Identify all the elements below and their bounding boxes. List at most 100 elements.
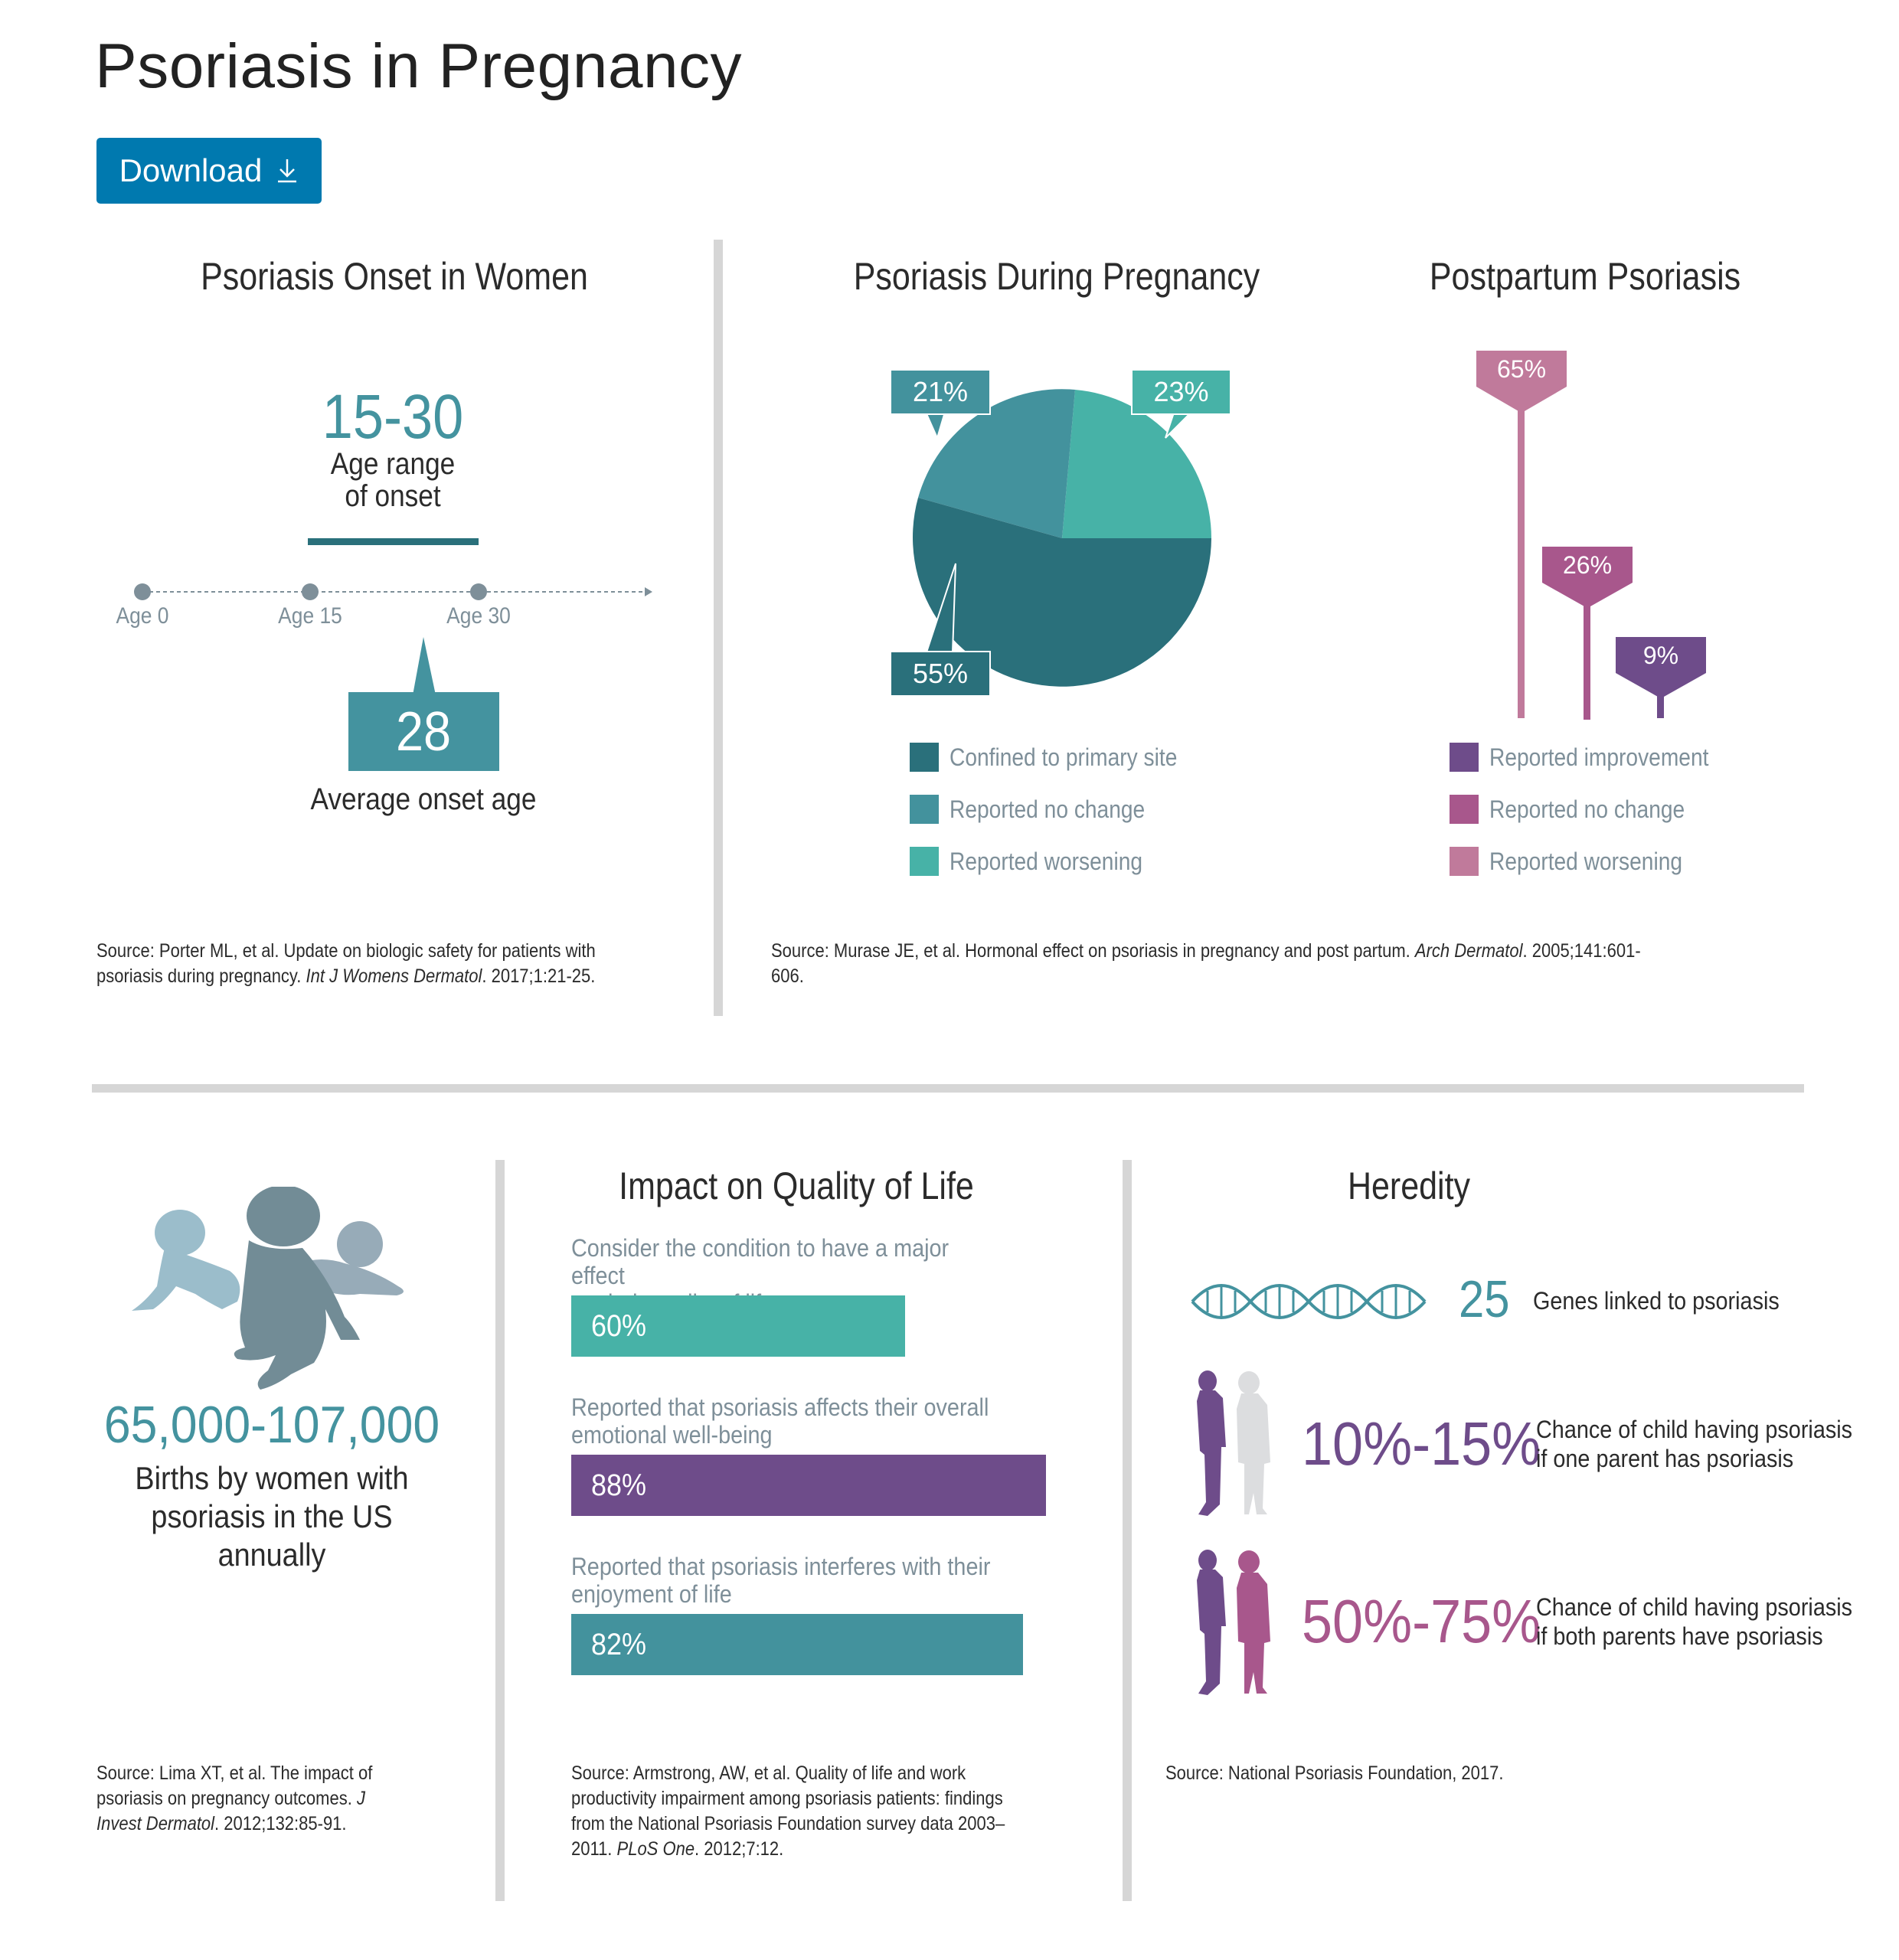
timeline-label-age-15: Age 15 — [278, 603, 342, 629]
bar-label-emotional: Reported that psoriasis affects their ov… — [571, 1393, 999, 1449]
legend-label: Confined to primary site — [950, 743, 1178, 771]
bar-value: 88% — [591, 1468, 647, 1502]
callout-confined-value: 55% — [912, 658, 969, 689]
pregnancy-source: Source: Murase JE, et al. Hormonal effec… — [771, 939, 1647, 989]
pie-slice-worsening — [1062, 390, 1211, 538]
both-parents-label-line1: Chance of child having psoriasis — [1536, 1593, 1853, 1621]
births-source-suffix: . 2012;132:85-91. — [214, 1813, 347, 1834]
age-range-value: 15-30 — [322, 382, 464, 452]
births-label-line3: annually — [217, 1537, 326, 1573]
age-timeline — [134, 583, 652, 600]
pregnancy-source-suffix: . 2005;141:601-606. — [771, 940, 1641, 987]
legend-swatch — [1450, 847, 1479, 876]
page-title: Psoriasis in Pregnancy — [95, 31, 743, 101]
pin-label-worsening: 65% — [1496, 354, 1547, 383]
bar-label-line1: Reported that psoriasis affects their ov… — [571, 1393, 989, 1421]
download-button[interactable]: Download — [96, 138, 322, 204]
timeline-label-age-30: Age 30 — [446, 603, 511, 629]
legend-swatch — [1450, 743, 1479, 772]
callout-no-change-value: 21% — [912, 376, 969, 407]
onset-title: Psoriasis Onset in Women — [201, 255, 588, 298]
onset-source: Source: Porter ML, et al. Update on biol… — [96, 939, 636, 989]
pregnancy-title: Psoriasis During Pregnancy — [853, 255, 1260, 298]
pregnancy-source-journal: Arch Dermatol — [1414, 940, 1523, 962]
legend-label: Reported worsening — [1489, 847, 1683, 875]
onset-source-journal: Int J Womens Dermatol — [306, 965, 482, 987]
quality-source-suffix: . 2012;7:12. — [695, 1838, 784, 1860]
legend-swatch — [910, 795, 939, 824]
one-parent-label-line1: Chance of child having psoriasis — [1536, 1416, 1853, 1443]
top-column-divider — [714, 240, 723, 1016]
postpartum-pin-chart — [1476, 351, 1706, 720]
parents-one-affected-icon — [1197, 1370, 1270, 1516]
genes-label: Genes linked to psoriasis — [1533, 1287, 1780, 1315]
bottom-column-divider-left — [495, 1160, 505, 1901]
genes-value: 25 — [1459, 1270, 1510, 1328]
age-range-label: Age range of onset — [258, 448, 528, 512]
births-label-line2: psoriasis in the US — [151, 1498, 393, 1534]
download-label: Download — [119, 152, 263, 188]
dna-helix-icon — [1191, 1284, 1427, 1319]
bar-major-effect: 60% — [571, 1295, 905, 1357]
quality-source-journal: PLoS One — [616, 1838, 695, 1860]
pin-label-no-change: 26% — [1562, 550, 1613, 579]
heredity-source: Source: National Psoriasis Foundation, 2… — [1165, 1762, 1504, 1784]
legend-item-worsening: Reported worsening — [910, 847, 1168, 876]
one-parent-value: 10%-15% — [1302, 1410, 1541, 1478]
pregnancy-source-text: Source: Murase JE, et al. Hormonal effec… — [771, 940, 1415, 962]
age-range-label-line2: of onset — [345, 479, 441, 513]
legend-item-confined: Confined to primary site — [910, 743, 1208, 772]
bar-label-line1: Reported that psoriasis interferes with … — [571, 1553, 991, 1580]
births-source-text: Source: Lima XT, et al. The impact of ps… — [96, 1762, 373, 1809]
callout-confined: 55% — [890, 651, 991, 697]
legend-item-improvement: Reported improvement — [1450, 743, 1738, 772]
download-arrow-icon — [278, 159, 297, 183]
age-range-label-line1: Age range — [330, 447, 456, 481]
heredity-title: Heredity — [1347, 1165, 1471, 1207]
legend-label: Reported no change — [1489, 795, 1685, 823]
births-label: Births by women with psoriasis in the US… — [96, 1459, 448, 1574]
callout-no-change: 21% — [890, 369, 991, 415]
births-source: Source: Lima XT, et al. The impact of ps… — [96, 1761, 407, 1837]
bar-value: 60% — [591, 1308, 647, 1343]
one-parent-label-line2: if one parent has psoriasis — [1536, 1445, 1794, 1472]
babies-silhouette-icon — [132, 1187, 404, 1390]
timeline-label-age-0: Age 0 — [116, 603, 169, 629]
legend-swatch — [910, 847, 939, 876]
legend-swatch — [1450, 795, 1479, 824]
bar-label-enjoyment: Reported that psoriasis interferes with … — [571, 1553, 999, 1608]
pie-slice-confined — [913, 498, 1211, 687]
onset-source-suffix: . 2017;1:21-25. — [482, 965, 596, 987]
average-onset-value: 28 — [396, 701, 452, 763]
quality-title: Impact on Quality of Life — [619, 1165, 974, 1207]
pie-slice-no-change — [918, 389, 1075, 538]
both-parents-label-line2: if both parents have psoriasis — [1536, 1622, 1823, 1650]
callout-worsening-value: 23% — [1153, 376, 1209, 407]
bar-enjoyment: 82% — [571, 1614, 1023, 1675]
both-parents-value: 50%-75% — [1302, 1587, 1541, 1655]
bottom-column-divider-right — [1123, 1160, 1132, 1901]
age-range-bar — [308, 538, 479, 545]
average-onset-label: Average onset age — [310, 782, 537, 816]
legend-label: Reported improvement — [1489, 743, 1709, 771]
legend-label: Reported no change — [950, 795, 1146, 823]
legend-item-worsening: Reported worsening — [1450, 847, 1708, 876]
average-onset-box: 28 — [348, 692, 499, 771]
bar-emotional: 88% — [571, 1455, 1046, 1516]
births-label-line1: Births by women with — [135, 1460, 409, 1496]
bar-label-line1: Consider the condition to have a major e… — [571, 1234, 950, 1289]
one-parent-label: Chance of child having psoriasis if one … — [1536, 1415, 1852, 1473]
pin-label-improvement: 9% — [1642, 641, 1679, 669]
births-source-journal: J Invest Dermatol — [96, 1788, 365, 1834]
parents-both-affected-icon — [1197, 1550, 1270, 1695]
both-parents-label: Chance of child having psoriasis if both… — [1536, 1592, 1852, 1651]
average-onset-pointer — [413, 637, 436, 695]
births-value: 65,000-107,000 — [103, 1396, 440, 1454]
quality-source-text: Source: Armstrong, AW, et al. Quality of… — [571, 1762, 1005, 1860]
section-divider — [92, 1084, 1804, 1093]
bar-label-line2: emotional well-being — [571, 1421, 773, 1449]
bar-label-line2: enjoyment of life — [571, 1580, 732, 1608]
legend-label: Reported worsening — [950, 847, 1143, 875]
legend-item-no-change: Reported no change — [910, 795, 1172, 824]
onset-source-text: Source: Porter ML, et al. Update on biol… — [96, 940, 596, 987]
